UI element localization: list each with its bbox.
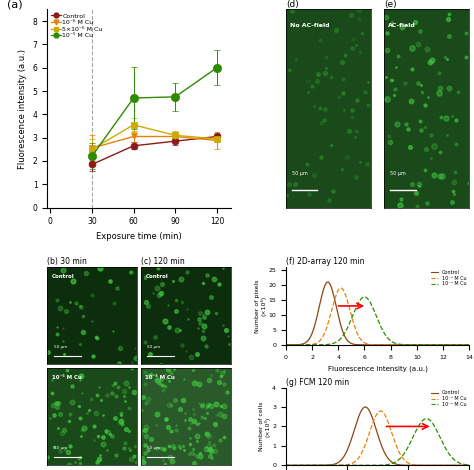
10⁻⁴ M Cu <box>283 342 289 348</box>
10⁻⁴ M Cu <box>316 342 321 348</box>
10⁻⁴ M Cu <box>362 294 367 300</box>
Legend: Control, 10⁻⁵ M Cu, 10⁻⁴ M Cu: Control, 10⁻⁵ M Cu, 10⁻⁴ M Cu <box>430 390 467 407</box>
Text: (d): (d) <box>286 0 299 8</box>
10⁻⁴ M Cu <box>330 462 336 468</box>
10⁻⁴ M Cu <box>405 444 411 449</box>
Text: 50 μm: 50 μm <box>147 446 161 450</box>
Text: AC-field: AC-field <box>388 24 416 28</box>
Text: 10⁻⁵ M Cu: 10⁻⁵ M Cu <box>146 375 175 380</box>
Text: 50 μm: 50 μm <box>390 171 406 176</box>
Text: (b) 30 min: (b) 30 min <box>47 257 87 266</box>
Text: (e): (e) <box>384 0 397 8</box>
10⁻⁵ M Cu <box>466 342 472 348</box>
10⁻⁵ M Cu <box>378 408 383 414</box>
Control <box>421 462 427 468</box>
10⁻⁵ M Cu <box>466 462 472 468</box>
X-axis label: Exposure time (min): Exposure time (min) <box>96 232 182 241</box>
Text: 50 μm: 50 μm <box>292 171 308 176</box>
Control <box>406 342 411 348</box>
Legend: Control, 10⁻⁵ M Cu, 10⁻⁴ M Cu: Control, 10⁻⁵ M Cu, 10⁻⁴ M Cu <box>430 269 467 287</box>
10⁻⁴ M Cu <box>424 416 429 422</box>
X-axis label: Fluorescence intensity (a.u.): Fluorescence intensity (a.u.) <box>328 365 428 372</box>
10⁻⁴ M Cu <box>366 462 372 468</box>
Text: (c) 120 min: (c) 120 min <box>141 257 185 266</box>
10⁻⁵ M Cu <box>330 303 336 308</box>
Control <box>316 462 321 468</box>
10⁻⁵ M Cu <box>406 460 411 466</box>
Control <box>366 342 372 348</box>
10⁻⁵ M Cu <box>392 342 397 348</box>
Line: 10⁻⁴ M Cu: 10⁻⁴ M Cu <box>286 297 469 345</box>
10⁻⁵ M Cu <box>338 285 344 291</box>
Line: Control: Control <box>286 407 469 465</box>
10⁻⁵ M Cu <box>392 437 397 443</box>
10⁻⁵ M Cu <box>406 342 411 348</box>
Text: Control: Control <box>52 274 74 279</box>
Y-axis label: Number of pixels
(×10⁴): Number of pixels (×10⁴) <box>255 279 267 333</box>
10⁻⁴ M Cu <box>466 462 472 468</box>
10⁻⁵ M Cu <box>330 462 336 468</box>
10⁻⁴ M Cu <box>391 460 397 466</box>
10⁻⁵ M Cu <box>366 342 372 347</box>
Text: (a): (a) <box>7 0 23 9</box>
Legend: Control, 10⁻⁶ M Cu, 5×10⁻⁶ M Cu, 10⁻⁵ M Cu: Control, 10⁻⁶ M Cu, 5×10⁻⁶ M Cu, 10⁻⁵ M … <box>51 13 103 39</box>
Line: 10⁻⁴ M Cu: 10⁻⁴ M Cu <box>286 419 469 465</box>
Control <box>316 308 321 314</box>
10⁻⁴ M Cu <box>466 342 472 348</box>
10⁻⁵ M Cu <box>421 462 427 468</box>
10⁻⁴ M Cu <box>283 462 289 468</box>
10⁻⁴ M Cu <box>421 416 427 422</box>
10⁻⁴ M Cu <box>392 340 397 345</box>
Text: (g) FCM 120 min: (g) FCM 120 min <box>286 378 349 387</box>
Control <box>466 342 472 348</box>
10⁻⁴ M Cu <box>421 342 427 348</box>
10⁻⁵ M Cu <box>283 462 289 468</box>
Control <box>421 342 427 348</box>
Control <box>283 342 289 348</box>
Line: Control: Control <box>286 282 469 345</box>
10⁻⁴ M Cu <box>366 298 372 304</box>
Control <box>392 461 397 466</box>
Text: 50 μm: 50 μm <box>54 345 67 349</box>
Line: 10⁻⁵ M Cu: 10⁻⁵ M Cu <box>286 288 469 345</box>
Control <box>392 342 397 348</box>
10⁻⁵ M Cu <box>421 342 427 348</box>
Control <box>283 462 289 468</box>
10⁻⁵ M Cu <box>316 462 321 468</box>
Control <box>330 291 336 297</box>
Text: 50 μm: 50 μm <box>147 345 161 349</box>
Control <box>406 462 411 468</box>
10⁻⁵ M Cu <box>316 339 321 345</box>
Y-axis label: Fluorescence intensity (a.u.): Fluorescence intensity (a.u.) <box>18 48 27 169</box>
Text: Control: Control <box>146 274 168 279</box>
Line: 10⁻⁵ M Cu: 10⁻⁵ M Cu <box>286 411 469 465</box>
10⁻⁵ M Cu <box>283 342 289 348</box>
10⁻⁴ M Cu <box>406 342 411 348</box>
Control <box>363 404 368 410</box>
Control <box>366 407 372 413</box>
Text: (f) 2D-array 120 min: (f) 2D-array 120 min <box>286 257 365 266</box>
10⁻⁴ M Cu <box>330 341 336 346</box>
Text: No AC-field: No AC-field <box>290 24 329 28</box>
Control <box>330 462 336 467</box>
10⁻⁵ M Cu <box>366 432 372 438</box>
10⁻⁴ M Cu <box>316 462 321 468</box>
Text: 10⁻⁵ M Cu: 10⁻⁵ M Cu <box>52 375 82 380</box>
Y-axis label: Number of cells
(×10³): Number of cells (×10³) <box>259 402 271 451</box>
Control <box>466 462 472 468</box>
Text: 50 μm: 50 μm <box>54 446 67 450</box>
Control <box>325 279 331 285</box>
